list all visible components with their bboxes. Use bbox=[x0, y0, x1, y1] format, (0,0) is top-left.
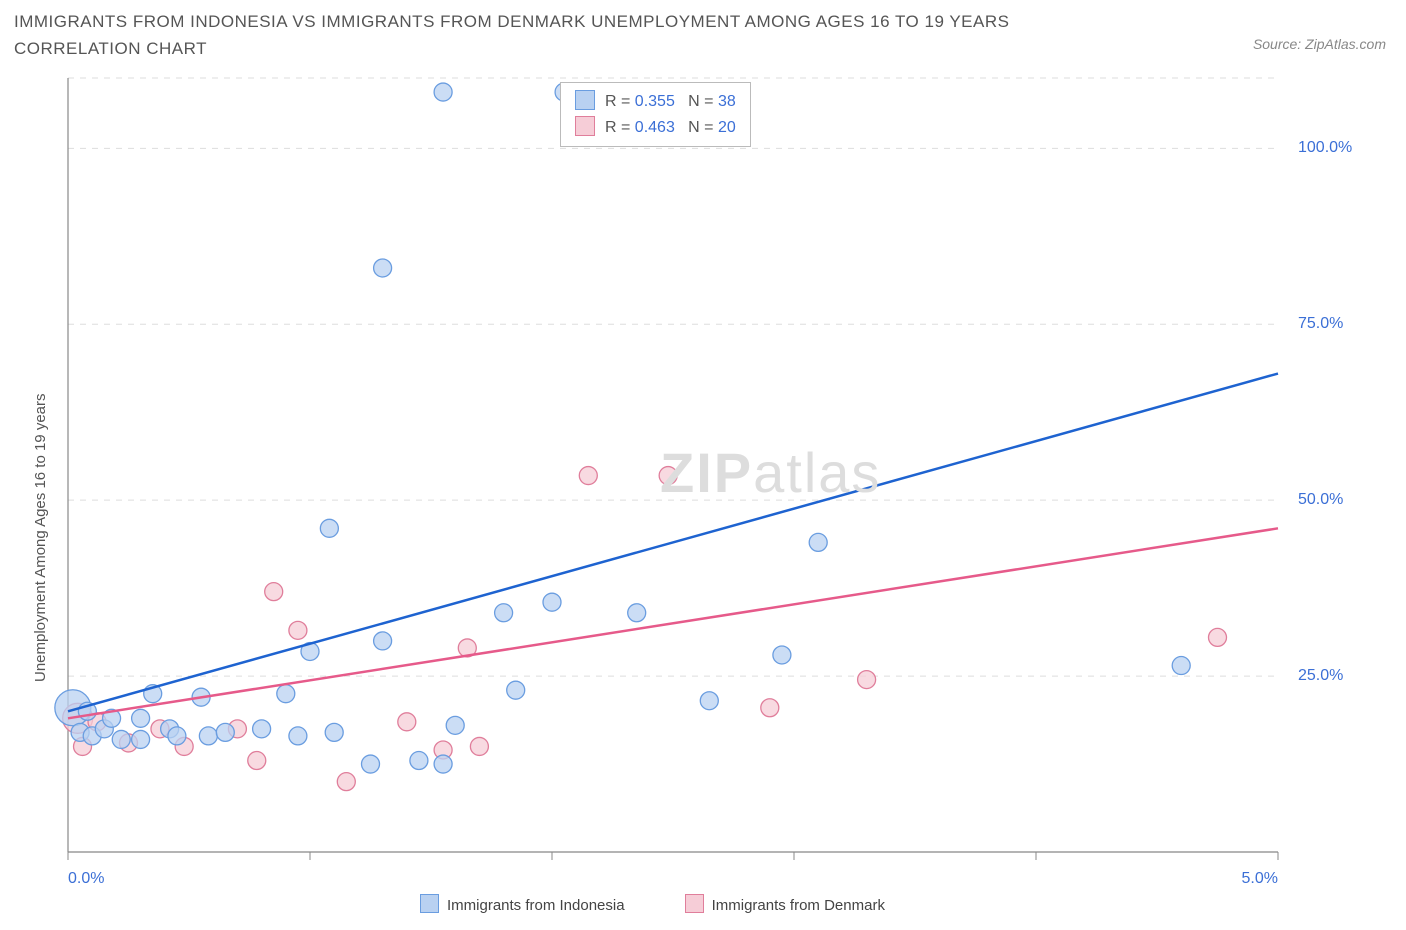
data-point bbox=[858, 671, 876, 689]
data-point bbox=[659, 467, 677, 485]
data-point bbox=[253, 720, 271, 738]
data-point bbox=[265, 583, 283, 601]
legend-swatch bbox=[685, 894, 704, 913]
legend-item: Immigrants from Denmark bbox=[685, 894, 885, 914]
legend-swatch bbox=[575, 116, 595, 136]
data-point bbox=[248, 752, 266, 770]
stats-legend-box: R = 0.355 N = 38R = 0.463 N = 20 bbox=[560, 82, 751, 147]
stats-n-label: N = bbox=[675, 119, 718, 136]
y-axis-label: Unemployment Among Ages 16 to 19 years bbox=[32, 393, 49, 682]
data-point bbox=[628, 604, 646, 622]
y-tick-label: 100.0% bbox=[1298, 139, 1352, 157]
y-tick-label: 25.0% bbox=[1298, 667, 1343, 685]
data-point bbox=[337, 773, 355, 791]
data-point bbox=[809, 533, 827, 551]
data-point bbox=[1172, 657, 1190, 675]
stats-r-value: 0.355 bbox=[635, 93, 675, 110]
legend-swatch bbox=[575, 90, 595, 110]
stats-row: R = 0.355 N = 38 bbox=[575, 89, 736, 115]
data-point bbox=[199, 727, 217, 745]
data-point bbox=[495, 604, 513, 622]
stats-r-value: 0.463 bbox=[635, 119, 675, 136]
stats-n-value: 38 bbox=[718, 93, 736, 110]
data-point bbox=[374, 632, 392, 650]
data-point bbox=[446, 716, 464, 734]
data-point bbox=[398, 713, 416, 731]
data-point bbox=[168, 727, 186, 745]
data-point bbox=[325, 723, 343, 741]
legend-item: Immigrants from Indonesia bbox=[420, 894, 625, 914]
stats-n-label: N = bbox=[675, 93, 718, 110]
data-point bbox=[374, 259, 392, 277]
data-point bbox=[362, 755, 380, 773]
data-point bbox=[112, 730, 130, 748]
data-point bbox=[434, 755, 452, 773]
data-point bbox=[1209, 628, 1227, 646]
legend-swatch bbox=[420, 894, 439, 913]
x-tick-label: 5.0% bbox=[1242, 870, 1278, 888]
data-point bbox=[132, 730, 150, 748]
stats-r-label: R = bbox=[605, 93, 635, 110]
data-point bbox=[761, 699, 779, 717]
data-point bbox=[132, 709, 150, 727]
series-legend: Immigrants from Indonesia Immigrants from… bbox=[420, 894, 885, 914]
trend-line bbox=[68, 528, 1278, 718]
legend-label: Immigrants from Indonesia bbox=[447, 897, 625, 914]
data-point bbox=[216, 723, 234, 741]
data-point bbox=[289, 621, 307, 639]
data-point bbox=[410, 752, 428, 770]
trend-line bbox=[68, 374, 1278, 712]
data-point bbox=[434, 83, 452, 101]
data-point bbox=[773, 646, 791, 664]
stats-r-label: R = bbox=[605, 119, 635, 136]
data-point bbox=[507, 681, 525, 699]
data-point bbox=[277, 685, 295, 703]
data-point bbox=[543, 593, 561, 611]
stats-row: R = 0.463 N = 20 bbox=[575, 115, 736, 141]
data-point bbox=[320, 519, 338, 537]
data-point bbox=[470, 737, 488, 755]
x-tick-label: 0.0% bbox=[68, 870, 104, 888]
data-point bbox=[700, 692, 718, 710]
stats-n-value: 20 bbox=[718, 119, 736, 136]
y-tick-label: 50.0% bbox=[1298, 491, 1343, 509]
data-point bbox=[579, 467, 597, 485]
data-point bbox=[289, 727, 307, 745]
legend-label: Immigrants from Denmark bbox=[712, 897, 885, 914]
y-tick-label: 75.0% bbox=[1298, 315, 1343, 333]
